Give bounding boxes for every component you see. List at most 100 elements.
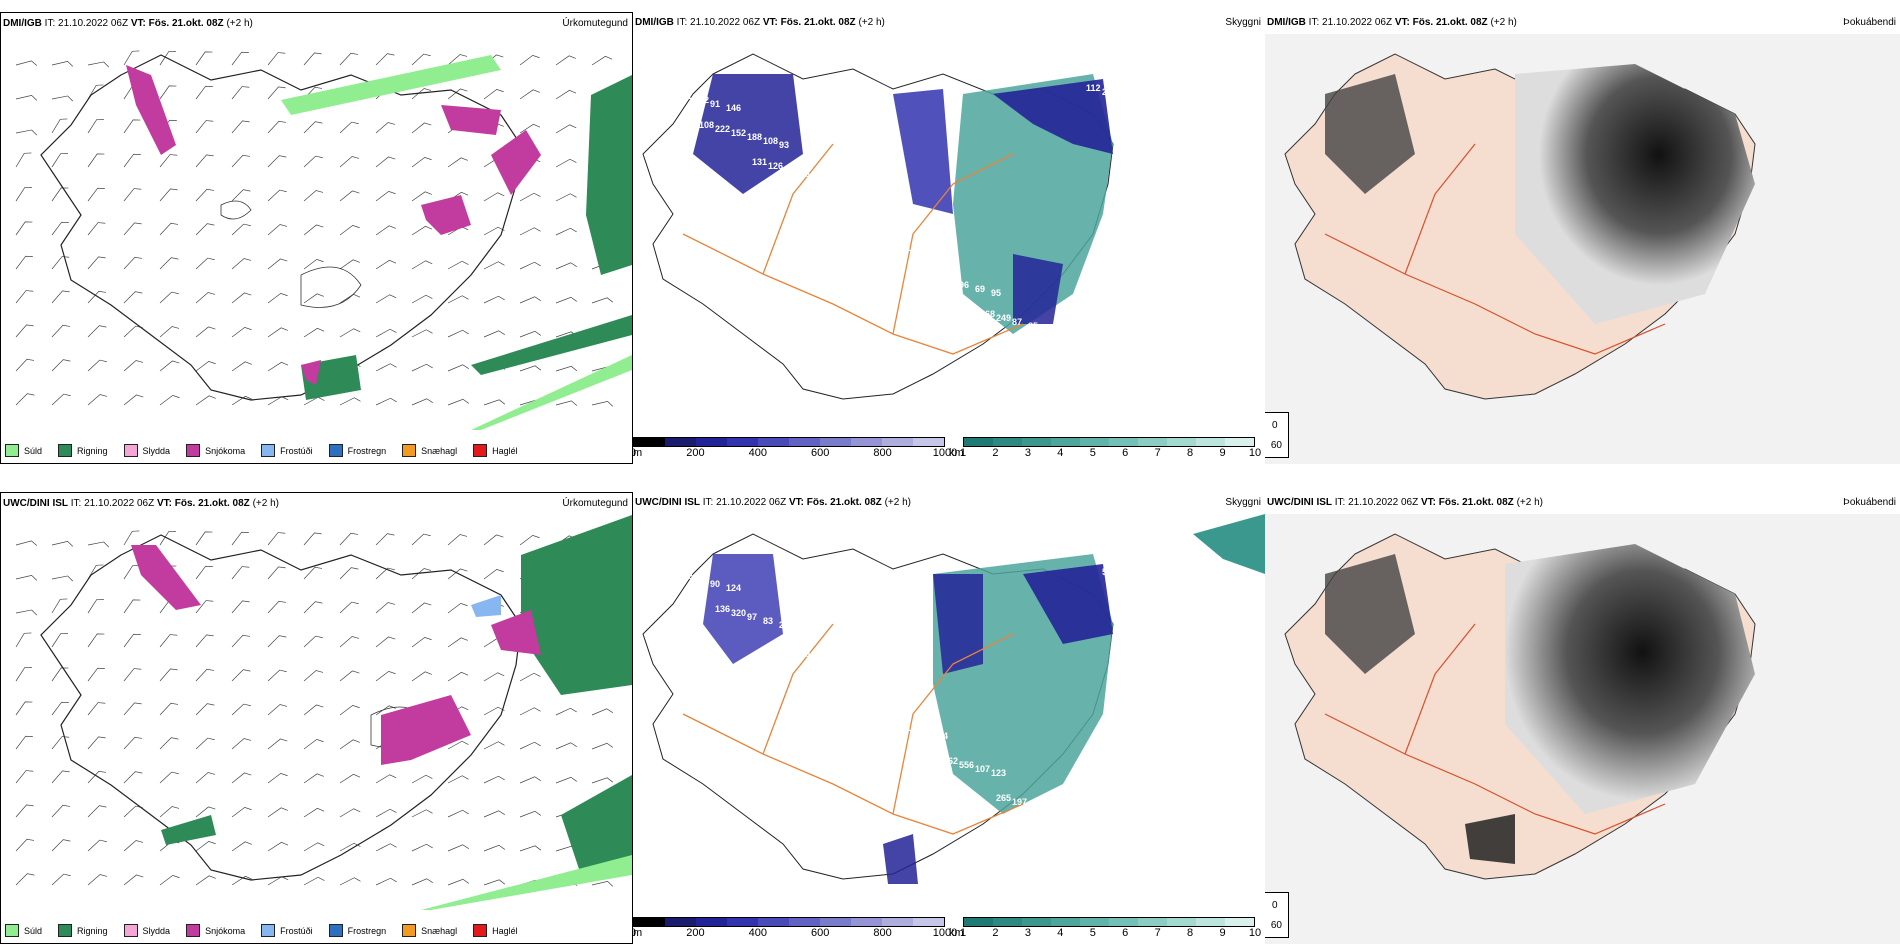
wind-barb (159, 702, 179, 716)
wind-barb (123, 668, 142, 682)
wind-barb (411, 88, 432, 100)
legend-label: Frostúði (280, 445, 313, 456)
legend-swatch (58, 924, 73, 937)
wind-barb (447, 775, 469, 784)
wind-barb (267, 738, 288, 750)
ceiling-value-label: 95 (991, 288, 1001, 298)
visibility-colorbar-cells (963, 917, 1255, 927)
wind-barb (519, 810, 542, 818)
legend-swatch (473, 924, 488, 937)
wind-barb (51, 95, 74, 102)
ceiling-value-label: 192 (821, 198, 836, 208)
wind-barb (87, 633, 105, 648)
visibility-unit: km (949, 927, 964, 939)
wind-barb (375, 567, 395, 580)
wind-barb (15, 632, 32, 648)
wind-barb (123, 771, 143, 784)
wind-barb (411, 809, 433, 818)
wind-barb (483, 399, 506, 406)
ceiling-value-label: 320 (731, 608, 746, 618)
wind-barb (339, 636, 360, 648)
ceiling-value-label: 126 (768, 161, 783, 171)
snow-area (491, 130, 541, 195)
ceiling-tick: 400 (748, 447, 767, 459)
legend-label: Rigning (77, 445, 108, 456)
ceiling-cell (913, 438, 944, 446)
ceiling-colorbar-ticks: 0 200 400 600 800 1000 (633, 447, 957, 461)
legend-swatch (123, 924, 138, 937)
wind-barbs (15, 50, 614, 407)
wind-barb (555, 227, 577, 236)
wind-barb (267, 224, 288, 236)
visibility-cell (1196, 918, 1225, 926)
wind-barb (51, 118, 68, 134)
fog-legend-item: 0 (1265, 417, 1282, 433)
wind-barb (15, 187, 32, 202)
ceiling-cell (913, 918, 944, 926)
ceiling-area (703, 554, 783, 664)
ceiling-unit: m (633, 447, 643, 459)
ceiling-colorbar: 0 200 400 600 800 1000 m (633, 917, 957, 939)
wind-barb (339, 704, 360, 716)
ceiling-value-label: 368 (980, 309, 995, 319)
wind-barb (123, 874, 144, 886)
wind-barb (195, 120, 214, 134)
wind-barb (51, 598, 68, 614)
legend-swatch (5, 924, 19, 937)
wind-barb (231, 806, 252, 818)
ceiling-cell (882, 438, 913, 446)
ceiling-value-label: 146 (726, 103, 741, 113)
wind-barb (51, 187, 69, 202)
wind-barb (195, 292, 216, 304)
legend-swatch (328, 924, 343, 937)
road-network (1324, 623, 1666, 835)
wind-barb (483, 534, 504, 546)
fog-legend: 0 60 (1265, 892, 1289, 938)
wind-barb (303, 635, 323, 648)
wind-barb (339, 52, 359, 66)
fog-field (1515, 64, 1755, 324)
glacier-outline (300, 266, 362, 308)
legend-swatch (473, 444, 488, 457)
wind-barb (15, 221, 33, 236)
panel-title: DMI/IGB IT: 21.10.2022 06Z VT: Fös. 21.o… (3, 18, 253, 29)
precip-legend-item: Slydda (123, 444, 170, 457)
legend-swatch (261, 444, 276, 457)
wind-barb (123, 565, 140, 580)
wind-barb (15, 804, 34, 818)
visibility-cell (1167, 918, 1196, 926)
ceiling-value-label: 111 (678, 91, 692, 101)
wind-barb (483, 192, 505, 202)
wind-barb (411, 398, 433, 406)
wind-barb (15, 255, 33, 270)
wind-barb (267, 120, 287, 134)
wind-barb (159, 257, 179, 270)
ceiling-tick: 600 (811, 447, 830, 459)
visibility-tick: 2 (992, 927, 999, 939)
ceiling-value-label: 124 (726, 583, 741, 593)
legend-swatch (58, 444, 73, 457)
precip-legend-item: Snæhagl (402, 444, 457, 457)
wind-barb (51, 667, 69, 682)
wind-barb (303, 704, 324, 716)
wind-barb (87, 84, 104, 100)
ceiling-value-label: 87 (1012, 317, 1022, 327)
wind-barb (15, 540, 38, 546)
visibility-area (1193, 514, 1265, 574)
ceiling-value-label: 197 (832, 657, 847, 667)
wind-barb (231, 841, 252, 852)
wind-barb (15, 152, 32, 168)
wind-barb (231, 361, 252, 372)
ceiling-value-label: 172 (805, 194, 820, 204)
fog-map (1265, 34, 1900, 464)
wind-barb (447, 295, 469, 304)
ceiling-value-label: 188 (885, 214, 900, 224)
wind-barb (519, 54, 540, 66)
wind-barb (15, 838, 35, 852)
ceiling-labels: 124 124 260 197 94 84 123 103 70 90 83 88 91 99 107 85 7… (673, 546, 1117, 852)
precip-panel-bottom: UWC/DINI ISL IT: 21.10.2022 06Z VT: Fös.… (0, 492, 633, 944)
ceiling-value-label: 182 (694, 95, 709, 105)
wind-barb (519, 296, 541, 304)
wind-barb (303, 601, 323, 614)
visibility-unit: km (949, 447, 964, 459)
